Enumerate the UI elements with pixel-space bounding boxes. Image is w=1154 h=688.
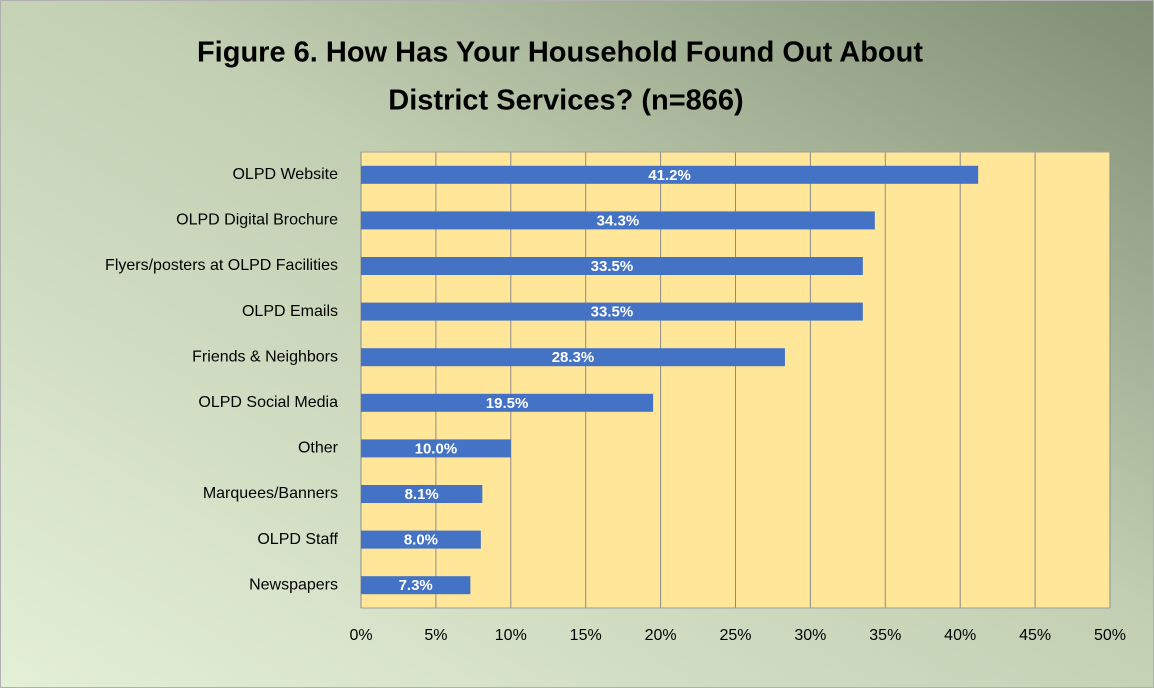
data-label: 33.5%	[591, 304, 634, 321]
x-tick-label: 35%	[869, 627, 901, 644]
bar	[361, 348, 785, 367]
data-label: 33.5%	[591, 258, 634, 275]
bar	[361, 302, 863, 321]
chart-title: Figure 6. How Has Your Household Found O…	[197, 37, 923, 69]
y-tick-label: Newspapers	[249, 576, 338, 593]
x-tick-label: 25%	[719, 627, 751, 644]
bar	[361, 439, 511, 458]
bar	[361, 257, 863, 275]
y-tick-label: OLPD Staff	[257, 531, 338, 548]
x-tick-label: 15%	[570, 627, 602, 644]
bar	[361, 576, 471, 595]
data-label: 10.0%	[415, 440, 458, 457]
x-tick-label: 45%	[1019, 627, 1051, 644]
y-tick-label: Flyers/posters at OLPD Facilities	[105, 257, 338, 274]
x-tick-label: 50%	[1094, 627, 1126, 644]
bar	[361, 393, 654, 412]
data-label: 34.3%	[597, 212, 640, 229]
y-tick-label: OLPD Emails	[242, 303, 338, 320]
bar	[361, 211, 875, 230]
y-tick-label: Friends & Neighbors	[192, 348, 338, 365]
x-tick-label: 30%	[794, 627, 826, 644]
y-tick-label: Other	[298, 440, 339, 457]
chart-title: District Services? (n=866)	[388, 85, 743, 117]
x-tick-label: 40%	[944, 627, 976, 644]
x-tick-label: 20%	[645, 627, 677, 644]
data-label: 8.0%	[404, 532, 438, 549]
bar	[361, 485, 483, 503]
data-label: 41.2%	[648, 167, 691, 184]
y-tick-label: OLPD Website	[232, 166, 338, 183]
x-tick-label: 5%	[424, 627, 447, 644]
y-tick-label: OLPD Social Media	[198, 394, 338, 411]
bar	[361, 530, 481, 549]
data-label: 7.3%	[399, 577, 433, 594]
y-tick-label: OLPD Digital Brochure	[176, 212, 338, 229]
data-label: 19.5%	[486, 395, 529, 412]
data-label: 8.1%	[405, 486, 439, 503]
x-tick-label: 10%	[495, 627, 527, 644]
y-tick-label: Marquees/Banners	[203, 485, 338, 502]
bar	[361, 165, 979, 184]
x-tick-label: 0%	[349, 627, 372, 644]
data-label: 28.3%	[552, 349, 595, 366]
